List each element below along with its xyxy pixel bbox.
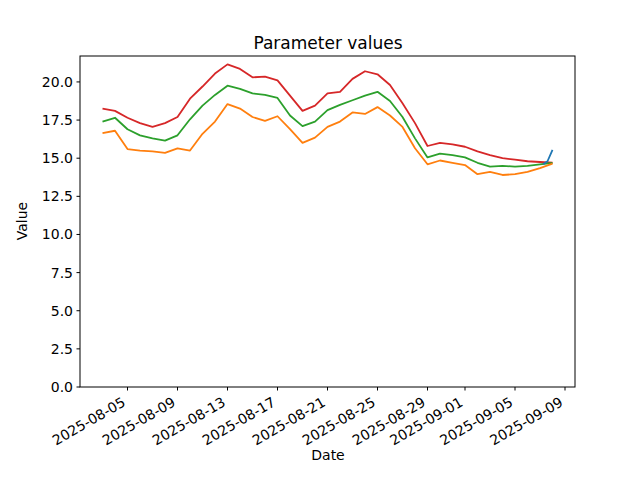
chart-title: Parameter values (253, 33, 402, 53)
y-tick-label: 15.0 (42, 150, 73, 166)
figure: 0.0 2.5 5.0 7.5 10.0 12.5 15.0 17.5 20.0 2025-08-… (0, 0, 640, 480)
y-tick-label: 12.5 (42, 188, 73, 204)
y-axis-ticks: 0.0 2.5 5.0 7.5 10.0 12.5 15.0 17.5 20.0 (42, 74, 80, 395)
y-tick-label: 17.5 (42, 112, 73, 128)
x-axis-label: Date (311, 447, 344, 463)
y-tick-label: 20.0 (42, 74, 73, 90)
chart-canvas: 0.0 2.5 5.0 7.5 10.0 12.5 15.0 17.5 20.0 2025-08-… (0, 0, 640, 480)
y-axis-label: Value (14, 202, 30, 240)
y-tick-label: 7.5 (51, 265, 73, 281)
y-tick-label: 2.5 (51, 341, 73, 357)
y-tick-label: 10.0 (42, 226, 73, 242)
axes-border (80, 56, 575, 387)
x-axis-ticks: 2025-08-052025-08-092025-08-132025-08-17… (50, 387, 566, 448)
y-tick-label: 0.0 (51, 379, 73, 395)
line-series-red (103, 64, 553, 162)
y-tick-label: 5.0 (51, 303, 73, 319)
series-lines (103, 64, 553, 175)
